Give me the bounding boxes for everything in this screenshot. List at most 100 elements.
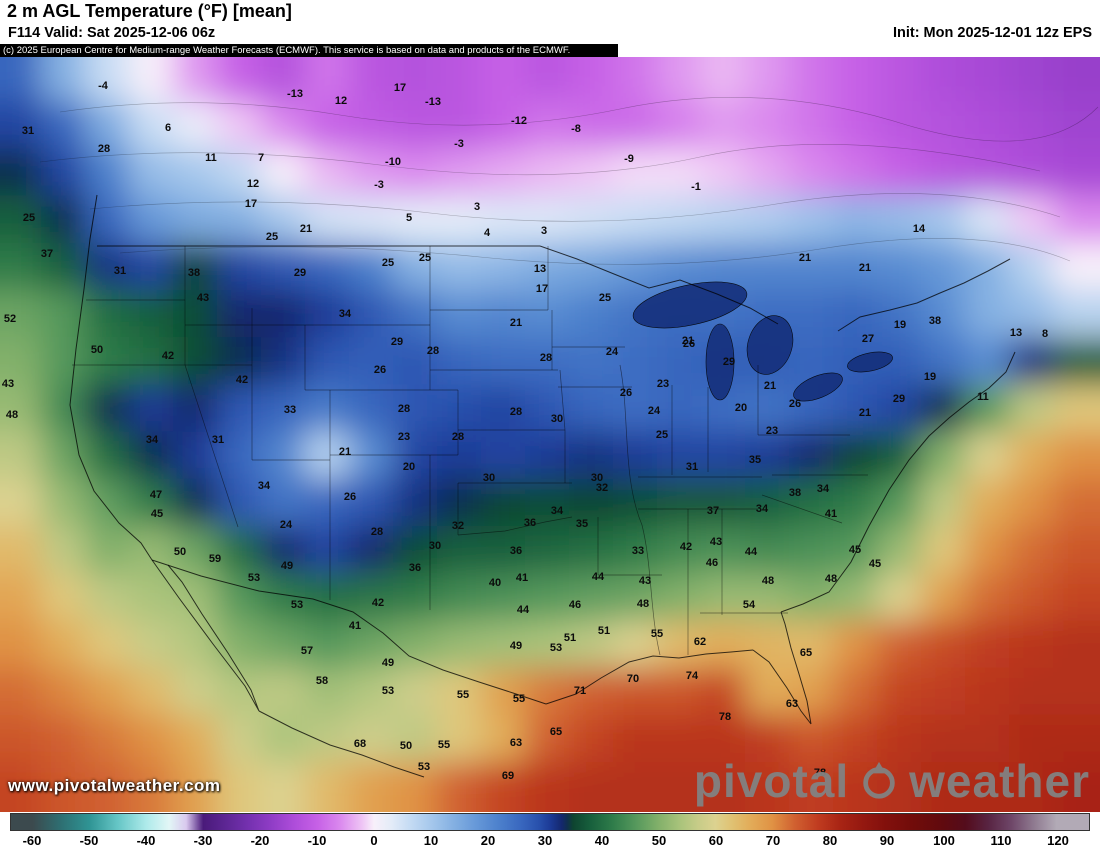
station-value: 31	[22, 125, 34, 137]
station-value: 26	[374, 364, 386, 376]
temp-cell	[877, 573, 927, 627]
temp-cell	[877, 431, 927, 485]
station-value: 41	[349, 620, 361, 632]
temp-cell	[965, 714, 1015, 768]
temp-cell	[217, 431, 267, 485]
temp-cell	[921, 526, 971, 580]
station-value: 21	[859, 407, 871, 419]
temp-cell	[525, 573, 575, 627]
station-value: 37	[41, 248, 53, 260]
temp-cell	[965, 148, 1015, 202]
temp-cell	[1009, 762, 1059, 812]
station-value: 53	[248, 572, 260, 584]
temp-cell	[41, 101, 91, 155]
header: 2 m AGL Temperature (°F) [mean] F114 Val…	[0, 0, 1100, 57]
temp-cell	[393, 101, 443, 155]
temp-cell	[173, 57, 223, 108]
temp-cell	[481, 762, 531, 812]
temp-cell	[129, 620, 179, 674]
temp-cell	[877, 242, 927, 296]
station-value: 30	[551, 413, 563, 425]
temp-cell	[349, 101, 399, 155]
station-value: 43	[197, 292, 209, 304]
temp-cell	[0, 195, 47, 249]
temp-cell	[261, 714, 311, 768]
temp-cell	[789, 573, 839, 627]
temp-cell	[569, 195, 619, 249]
station-value: 17	[536, 283, 548, 295]
temp-cell	[173, 384, 223, 438]
temp-cell	[1009, 714, 1059, 768]
station-value: -4	[98, 80, 109, 92]
temp-cell	[657, 148, 707, 202]
station-value: 42	[680, 541, 692, 553]
station-value: 21	[764, 380, 776, 392]
station-value: 45	[151, 508, 163, 520]
temp-cell	[745, 714, 795, 768]
station-value: 25	[23, 212, 35, 224]
temp-cell	[173, 195, 223, 249]
temp-cell	[921, 337, 971, 391]
temp-cell	[217, 714, 267, 768]
station-value: 35	[749, 454, 761, 466]
station-value: 65	[800, 647, 812, 659]
temp-cell	[0, 573, 47, 627]
temp-cell	[85, 148, 135, 202]
colorbar-tick-label: 90	[879, 833, 895, 848]
temp-cell	[965, 762, 1015, 812]
colorbar-tick-label: 50	[651, 833, 667, 848]
temp-cell	[921, 57, 971, 108]
temp-cell	[1053, 337, 1100, 391]
temp-cell	[217, 762, 267, 812]
temp-cell	[569, 242, 619, 296]
temp-cell	[921, 148, 971, 202]
station-value: 53	[550, 642, 562, 654]
temp-cell	[745, 620, 795, 674]
station-value: -10	[385, 156, 401, 168]
station-value: -1	[691, 181, 701, 193]
station-value: 25	[419, 252, 431, 264]
temp-cell	[657, 337, 707, 391]
station-value: 24	[280, 519, 293, 531]
station-value: 28	[510, 406, 522, 418]
station-value: 55	[651, 628, 663, 640]
temp-cell	[657, 57, 707, 108]
temp-cell	[41, 242, 91, 296]
temp-cell	[437, 762, 487, 812]
temp-cell	[437, 714, 487, 768]
temp-cell	[1053, 384, 1100, 438]
station-value: 48	[762, 575, 774, 587]
temp-cell	[129, 290, 179, 344]
temp-cell	[789, 714, 839, 768]
station-value: 26	[683, 338, 695, 350]
station-value: 33	[632, 545, 644, 557]
temp-cell	[305, 101, 355, 155]
temp-cell	[173, 573, 223, 627]
station-value: 19	[894, 319, 906, 331]
temp-cell	[129, 431, 179, 485]
station-value: 32	[596, 482, 608, 494]
station-value: 30	[483, 472, 495, 484]
temp-cell	[173, 667, 223, 721]
station-value: 28	[371, 526, 383, 538]
temp-cell	[481, 101, 531, 155]
temp-cell	[833, 242, 883, 296]
colorbar-gradient	[10, 813, 1090, 831]
temp-cell	[129, 762, 179, 812]
station-value: 63	[786, 698, 798, 710]
temp-cell	[1053, 195, 1100, 249]
temp-cell	[1053, 478, 1100, 532]
temp-cell	[569, 762, 619, 812]
temp-cell	[525, 667, 575, 721]
temp-cell	[965, 620, 1015, 674]
temp-cell	[745, 148, 795, 202]
temp-cell	[701, 620, 751, 674]
temp-cell	[921, 195, 971, 249]
temp-cell	[657, 762, 707, 812]
temp-cell	[965, 57, 1015, 108]
temp-cell	[0, 762, 47, 812]
station-value: 29	[893, 393, 905, 405]
temp-cell	[305, 242, 355, 296]
station-value: -13	[425, 96, 441, 108]
